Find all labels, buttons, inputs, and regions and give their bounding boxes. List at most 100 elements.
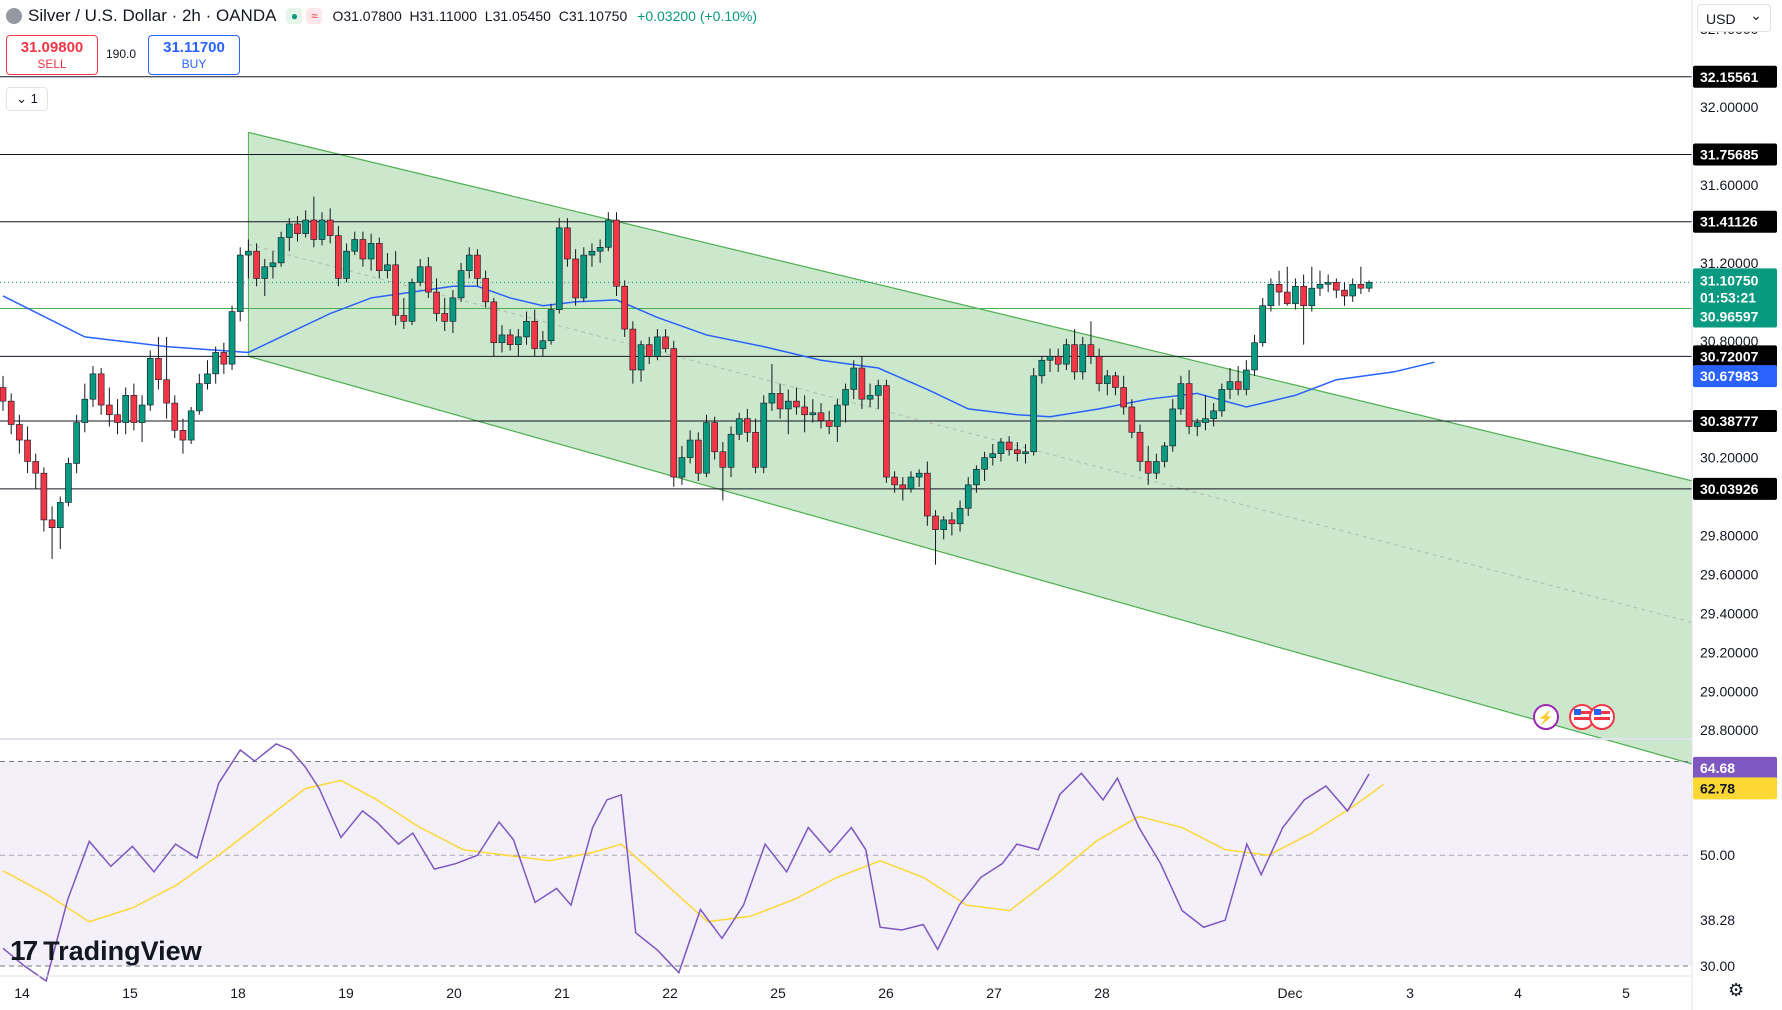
us-flag-icon-stripe-2	[1574, 717, 1590, 720]
buy-button[interactable]: 31.11700 BUY	[148, 35, 240, 75]
candle-body	[24, 439, 31, 462]
candles-group	[0, 196, 1373, 565]
candle-body	[179, 430, 187, 441]
candle-body	[744, 418, 751, 433]
candle-body	[1169, 408, 1177, 447]
candle-body	[1218, 389, 1226, 412]
level-pill-label-bg	[1693, 143, 1777, 166]
candle-body	[367, 243, 375, 260]
candle-body	[277, 237, 285, 264]
price-tick-label: 30.20000	[1700, 450, 1759, 466]
rsi-tick-label: 50.00	[1700, 847, 1735, 863]
wave-icon[interactable]: ≈	[306, 8, 323, 24]
price-tick-label: 29.80000	[1700, 527, 1759, 543]
candle-body	[441, 313, 449, 322]
candle-body	[580, 254, 588, 299]
candle-body	[1144, 461, 1152, 474]
candle-body	[146, 357, 154, 406]
candle-body	[613, 219, 620, 287]
candle-body	[138, 404, 146, 423]
level-pill-label-bg	[1693, 477, 1777, 500]
candle-body	[1136, 431, 1144, 462]
candle-body	[449, 297, 457, 322]
candle-body	[1071, 344, 1078, 373]
candle-body	[1046, 356, 1054, 361]
candle-body	[809, 412, 817, 416]
rsi-tick-label: 38.28	[1700, 912, 1735, 928]
candle-body	[645, 344, 653, 357]
candle-body	[1300, 285, 1307, 307]
candle-body	[0, 387, 7, 402]
rsi-ma-value-pill: 62.78	[1700, 780, 1735, 796]
candle-body	[817, 412, 825, 421]
time-tick-label: 20	[446, 985, 462, 1001]
candle-body	[40, 472, 48, 521]
ma-pill-label: 30.67983	[1700, 368, 1759, 384]
candle-body	[1161, 445, 1168, 462]
time-tick-label: 15	[122, 985, 138, 1001]
candle-body	[948, 519, 956, 525]
candle-body	[359, 239, 367, 260]
candle-body	[719, 451, 727, 468]
candle-body	[220, 352, 228, 365]
candle-body	[1251, 342, 1258, 371]
candle-body	[793, 400, 800, 408]
ohlc-readout: O31.07800 H31.11000 L31.05450 C31.10750 …	[332, 8, 757, 24]
rsi-value-pill: 64.68	[1700, 760, 1735, 776]
candle-body	[81, 398, 89, 423]
collapse-count: 1	[30, 91, 38, 106]
candle-body	[997, 441, 1005, 455]
candle-body	[196, 383, 203, 412]
level-pill-label-bg	[1693, 345, 1777, 368]
candle-body	[65, 463, 72, 503]
candle-body	[1177, 383, 1185, 410]
price-tick-label: 29.60000	[1700, 566, 1759, 582]
candle-body	[1341, 289, 1348, 297]
candle-body	[605, 219, 612, 248]
candle-body	[932, 515, 939, 530]
rsi-band	[0, 761, 1692, 967]
candle-body	[883, 385, 890, 478]
channel-mid-line	[248, 243, 1693, 623]
candle-body	[678, 457, 686, 478]
candle-body	[555, 227, 563, 310]
candle-body	[1357, 283, 1365, 289]
ohlc-change: +0.03200 (+0.10%)	[637, 8, 758, 24]
candle-body	[1365, 282, 1373, 289]
candle-body	[907, 476, 915, 490]
candle-body	[130, 394, 138, 423]
settings-gear-icon[interactable]: ⚙	[1728, 980, 1745, 1000]
live-dot-icon[interactable]: ●	[286, 8, 303, 24]
time-tick-label: 22	[662, 985, 678, 1001]
collapse-indicators-button[interactable]: ⌄ 1	[6, 87, 48, 111]
candle-body	[490, 301, 498, 344]
candle-body	[784, 400, 792, 410]
candle-body	[572, 258, 579, 299]
candle-body	[989, 453, 997, 458]
time-tick-label: 21	[554, 985, 570, 1001]
sell-button[interactable]: 31.09800 SELL	[6, 35, 98, 75]
candle-body	[416, 266, 424, 283]
indicator-toggles[interactable]: ● ≈	[286, 8, 323, 24]
candle-body	[956, 507, 964, 525]
ma-pill-label-bg	[1693, 365, 1777, 388]
candle-body	[973, 468, 980, 486]
tradingview-logo[interactable]: 17 TradingView	[10, 935, 202, 967]
symbol-title[interactable]: Silver / U.S. Dollar · 2h · OANDA	[28, 6, 277, 25]
rsi-tick-label: 30.00	[1700, 958, 1735, 974]
current-price-pill-bg	[1693, 268, 1777, 309]
candle-body	[1185, 383, 1193, 427]
green-line-pill-label-bg	[1693, 305, 1777, 328]
candle-body	[122, 394, 129, 423]
candle-body	[433, 291, 440, 314]
candle-body	[1005, 441, 1013, 451]
currency-selector[interactable]: USD	[1697, 1, 1771, 32]
level-pill-label: 31.75685	[1700, 146, 1759, 162]
candle-body	[1324, 282, 1332, 285]
us-flag-icon-2-canton	[1594, 709, 1601, 715]
price-tick-label: 29.00000	[1700, 683, 1759, 699]
buy-label: BUY	[181, 57, 207, 71]
sell-label: SELL	[37, 57, 67, 71]
candle-body	[1153, 461, 1160, 474]
